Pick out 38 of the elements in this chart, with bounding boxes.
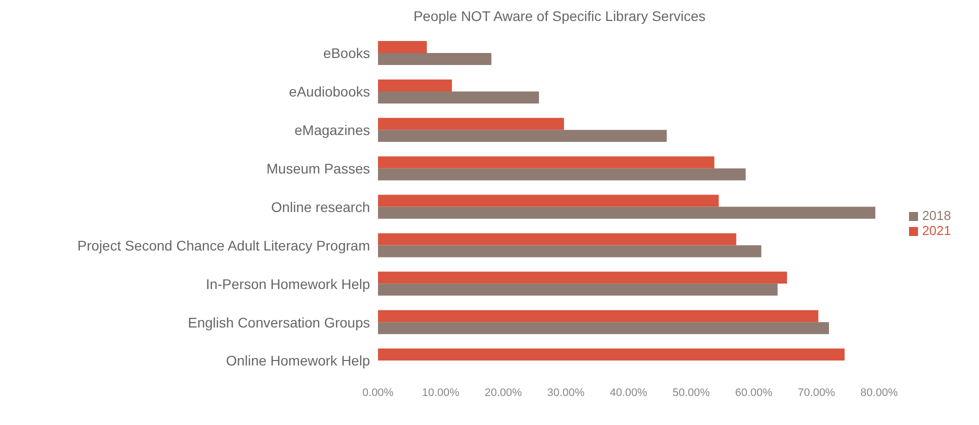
y-tick-label: Online Homework Help (226, 352, 370, 369)
y-tick-label: Museum Passes (266, 160, 370, 177)
bar (378, 130, 667, 142)
x-tick-label: 70.00% (798, 386, 836, 399)
bar (378, 284, 778, 296)
y-tick-label: Project Second Chance Adult Literacy Program (77, 237, 370, 254)
bar (378, 53, 492, 65)
bar (378, 310, 818, 322)
y-tick-label: eBooks (323, 45, 370, 62)
y-tick-label: eAudiobooks (289, 84, 370, 100)
chart-title: People NOT Aware of Specific Library Services (412, 8, 707, 26)
x-tick-label: 80.00% (860, 386, 898, 399)
x-tick-label: 10.00% (422, 386, 460, 399)
y-tick-label: English Conversation Groups (188, 314, 370, 330)
bar (378, 233, 736, 246)
bar (378, 206, 876, 219)
bar (378, 194, 719, 207)
bar (378, 272, 788, 284)
bar (378, 91, 539, 104)
y-tick-label: eMagazines (294, 122, 370, 138)
y-tick-label: Online research (271, 198, 370, 215)
bar (378, 118, 564, 130)
legend-label: 2018 (922, 208, 951, 222)
bar (378, 348, 845, 361)
bar (378, 79, 452, 92)
y-tick-label: In-Person Homework Help (206, 276, 370, 292)
x-tick-label: 30.00% (547, 386, 585, 399)
bar (378, 245, 762, 258)
x-tick-label: 50.00% (672, 386, 710, 399)
bar (378, 156, 714, 168)
x-tick-label: 60.00% (735, 386, 773, 399)
x-tick-label: 40.00% (610, 386, 648, 399)
bar (378, 168, 746, 180)
x-tick-label: 20.00% (484, 386, 522, 399)
bar (378, 41, 427, 53)
x-tick-label: 0.00% (362, 386, 394, 399)
legend-label: 2021 (922, 222, 951, 238)
bar (378, 322, 829, 334)
